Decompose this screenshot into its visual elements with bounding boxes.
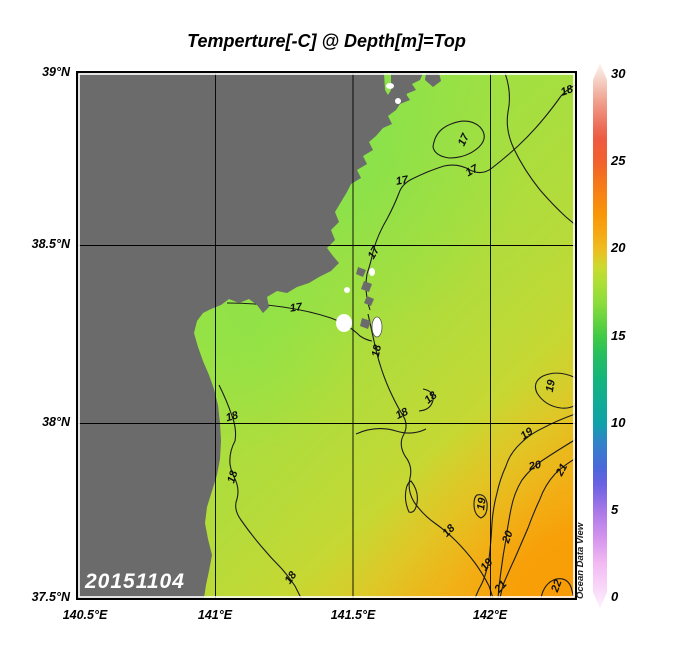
y-axis-tick-label: 38°N bbox=[42, 415, 70, 429]
colorbar-tick-label: 30 bbox=[611, 66, 626, 81]
contour-label-18: 18 bbox=[559, 83, 575, 99]
map-plot-area: 17 17 17 18 17 17 18 18 18 18 18 18 18 19 19 20 21 19 20 19… bbox=[76, 71, 577, 600]
no-data-patches bbox=[336, 83, 401, 338]
island bbox=[364, 296, 374, 306]
no-data-patch bbox=[395, 98, 401, 104]
colorbar-tick-label: 20 bbox=[611, 240, 626, 256]
contour-line-19-small-loop bbox=[473, 494, 488, 519]
contour-line-18-eastwest bbox=[355, 428, 427, 435]
contour-line-18-west bbox=[218, 384, 302, 598]
contour-label-17: 17 bbox=[395, 174, 410, 188]
islands bbox=[344, 73, 441, 329]
no-data-patch bbox=[369, 268, 375, 276]
no-data-patch bbox=[344, 287, 350, 293]
no-data-patch bbox=[371, 316, 383, 338]
contour-line-18-mid bbox=[367, 313, 494, 598]
contour-line-19-main bbox=[474, 413, 575, 598]
contour-label-17: 17 bbox=[456, 131, 472, 148]
y-axis-tick-label: 37.5°N bbox=[31, 590, 70, 604]
contour-label-17: 17 bbox=[289, 301, 304, 315]
map-inner-frame bbox=[78, 73, 575, 598]
contour-line-18-hook bbox=[418, 388, 434, 412]
island bbox=[398, 88, 408, 97]
contour-line-18-sliver bbox=[404, 480, 418, 513]
land-mass bbox=[78, 73, 423, 598]
contour-line-20 bbox=[497, 439, 575, 598]
contour-line-top-right bbox=[504, 73, 575, 226]
date-stamp: 20151104 bbox=[85, 570, 185, 593]
colorbar-tick-label: 10 bbox=[611, 414, 626, 430]
island bbox=[351, 153, 362, 163]
no-data-patch bbox=[336, 314, 352, 332]
contour-line-21 bbox=[499, 458, 575, 598]
x-axis-tick-label: 142°E bbox=[472, 608, 508, 622]
contour-line-19-loop bbox=[534, 372, 575, 409]
x-axis-tick-label: 140.5°E bbox=[62, 608, 108, 622]
colorbar-gradient-bar bbox=[593, 63, 607, 609]
island bbox=[361, 281, 372, 292]
y-axis: 39°N 38.5°N 38°N 37.5°N bbox=[0, 0, 70, 660]
contour-label-18: 18 bbox=[370, 343, 384, 358]
island bbox=[360, 318, 371, 329]
y-axis-tick-label: 39°N bbox=[42, 65, 70, 79]
contour-line-22 bbox=[540, 578, 575, 598]
grid-lines bbox=[78, 73, 575, 598]
plot-title: Temperture[-C] @ Depth[m]=Top bbox=[187, 31, 466, 51]
contour-line-17-main bbox=[365, 84, 575, 311]
contour-label-18: 18 bbox=[225, 409, 241, 424]
odv-watermark: Ocean Data View bbox=[575, 522, 586, 599]
x-axis: 140.5°E 141°E 141.5°E 142°E bbox=[0, 606, 684, 630]
colorbar-tick-label: 15 bbox=[611, 327, 626, 343]
no-data-patch bbox=[386, 83, 394, 89]
colorbar bbox=[593, 63, 607, 609]
island bbox=[344, 139, 355, 150]
contour-label-19: 19 bbox=[475, 496, 489, 511]
contour-line-17-loop bbox=[432, 120, 485, 159]
contour-label-20: 20 bbox=[527, 459, 543, 474]
island bbox=[356, 267, 366, 277]
contour-label-18: 18 bbox=[225, 468, 240, 484]
contour-lines bbox=[218, 73, 575, 598]
contour-label-22: 22 bbox=[549, 578, 565, 595]
x-axis-tick-label: 141°E bbox=[197, 608, 233, 622]
contour-label-21: 21 bbox=[553, 462, 570, 479]
colorbar-tick-label: 25 bbox=[611, 153, 626, 169]
contour-label-20: 20 bbox=[500, 528, 516, 545]
x-axis-tick-label: 141.5°E bbox=[330, 608, 376, 622]
colorbar-tick-labels: 30 25 20 15 10 5 0 bbox=[611, 0, 651, 660]
contour-label-18: 18 bbox=[394, 406, 411, 422]
colorbar-tick-label: 5 bbox=[611, 501, 619, 517]
colorbar-tick-label: 0 bbox=[611, 589, 619, 604]
island bbox=[425, 73, 441, 87]
y-axis-tick-label: 38.5°N bbox=[31, 237, 70, 251]
contour-label-19: 19 bbox=[544, 378, 558, 393]
